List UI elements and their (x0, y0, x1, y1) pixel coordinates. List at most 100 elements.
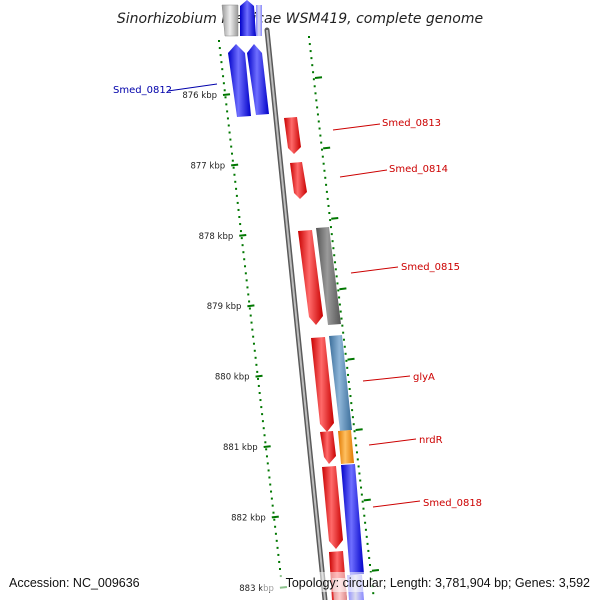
minor-tick-dot (222, 82, 225, 85)
feature-label-smed-0815[interactable]: Smed_0815 (350, 262, 460, 274)
cds-smed-0814[interactable] (290, 162, 307, 199)
minor-tick-dot (353, 430, 356, 433)
cds-smed-0812-b[interactable] (247, 44, 269, 115)
minor-tick-dot (316, 106, 319, 109)
kbp-tick-label: 880 kbp (215, 373, 250, 383)
minor-tick-dot (276, 546, 279, 549)
minor-tick-dot (332, 247, 335, 250)
cds-nrdR[interactable] (320, 431, 336, 464)
minor-tick-dot (368, 564, 371, 566)
feature-top-light-box (221, 4, 239, 37)
minor-tick-dot (237, 208, 240, 211)
outer-major-tick (339, 287, 347, 291)
minor-tick-dot (342, 331, 345, 334)
minor-tick-dot (348, 388, 351, 390)
minor-tick-dot (250, 321, 253, 324)
kbp-tick-label: 878 kbp (199, 232, 234, 242)
minor-tick-dot (314, 92, 317, 95)
cds-glyA[interactable] (311, 337, 334, 432)
minor-tick-dot (337, 289, 340, 292)
minor-tick-dot (239, 223, 242, 226)
minor-tick-dot (235, 187, 238, 190)
minor-tick-dot (221, 68, 224, 71)
minor-tick-dot (270, 497, 273, 500)
minor-tick-dot (342, 338, 345, 341)
minor-tick-dot (243, 258, 246, 261)
minor-tick-dot (326, 197, 329, 200)
feature-label-smed-0818[interactable]: Smed_0818 (372, 498, 482, 509)
minor-tick-dot (363, 514, 366, 517)
minor-tick-dot (323, 169, 326, 172)
minor-tick-dot (231, 159, 234, 162)
feature-label-nrdR[interactable]: nrdR (368, 435, 443, 446)
kbp-tick-label: 883 kbp (239, 584, 274, 594)
minor-tick-dot (227, 124, 230, 127)
minor-tick-dot (351, 409, 354, 412)
cds-smed-0815[interactable] (298, 230, 323, 325)
cds-smed-0812-a[interactable] (228, 44, 251, 117)
feature-label-smed-0813[interactable]: Smed_0813 (332, 118, 441, 131)
minor-tick-dot (242, 251, 245, 254)
kbp-tick-label: 881 kbp (223, 443, 258, 453)
minor-tick-dot (241, 244, 244, 247)
minor-tick-dot (364, 528, 367, 531)
minor-tick-dot (254, 356, 257, 359)
minor-tick-dot (232, 166, 235, 169)
minor-tick-dot (343, 345, 346, 348)
minor-tick-dot (277, 553, 280, 556)
misc-nrdR-track[interactable] (338, 430, 354, 464)
minor-tick-dot (347, 373, 350, 376)
minor-tick-dot (222, 75, 225, 78)
minor-tick-dot (245, 279, 248, 282)
cds-smed-0818[interactable] (322, 466, 343, 549)
feature-label-text: Smed_0812 (113, 85, 172, 96)
minor-tick-dot (257, 377, 260, 380)
minor-tick-dot (338, 303, 341, 306)
minor-tick-dot (321, 148, 324, 151)
minor-tick-dot (268, 476, 271, 479)
minor-tick-dot (235, 194, 238, 197)
minor-tick-dot (265, 448, 268, 451)
minor-tick-dot (349, 395, 352, 398)
minor-tick-row-outer (308, 36, 380, 595)
minor-tick-dot (318, 127, 321, 130)
minor-tick-dot (335, 275, 338, 278)
minor-tick-dot (238, 216, 241, 218)
minor-tick-dot (359, 479, 362, 482)
feature-label-smed-0812[interactable]: Smed_0812 (113, 83, 218, 96)
minor-tick-dot (272, 511, 275, 514)
minor-tick-dot (368, 556, 371, 559)
kbp-major-tick (263, 445, 271, 448)
minor-tick-dot (308, 36, 310, 38)
minor-tick-dot (310, 57, 313, 60)
feature-label-glyA[interactable]: glyA (362, 372, 435, 383)
cds-smed-0813[interactable] (284, 117, 301, 154)
minor-tick-dot (325, 183, 328, 186)
minor-tick-dot (259, 399, 262, 402)
gene-smed-0818-track[interactable] (341, 464, 364, 575)
minor-tick-dot (324, 176, 327, 179)
minor-tick-dot (218, 40, 220, 42)
feature-label-smed-0814[interactable]: Smed_0814 (339, 164, 448, 178)
minor-tick-dot (312, 78, 315, 81)
minor-tick-dot (273, 518, 276, 521)
minor-tick-dot (350, 402, 353, 405)
feature-top-blue-arrow (240, 0, 256, 36)
minor-tick-dot (331, 240, 334, 243)
minor-tick-dot (270, 490, 273, 493)
outer-major-tick (363, 498, 371, 502)
minor-tick-dot (328, 212, 331, 214)
feature-label-text: glyA (413, 372, 435, 383)
rna-glyA-track[interactable] (329, 335, 352, 431)
minor-tick-dot (219, 54, 222, 57)
minor-tick-dot (257, 384, 260, 387)
minor-tick-dot (319, 134, 322, 137)
minor-tick-dot (329, 226, 332, 229)
gene-smed-0815-track[interactable] (316, 227, 341, 325)
minor-tick-dot (355, 451, 358, 454)
minor-tick-dot (367, 549, 370, 552)
minor-tick-dot (358, 472, 361, 475)
minor-tick-dot (231, 152, 234, 155)
minor-tick-dot (247, 293, 250, 296)
